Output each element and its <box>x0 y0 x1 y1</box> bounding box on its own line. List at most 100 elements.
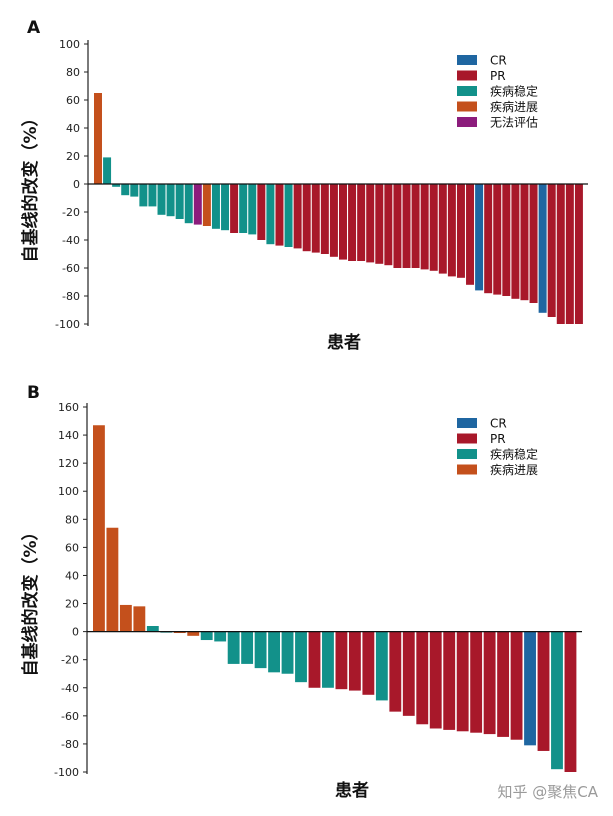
y-tick-label: -60 <box>62 262 80 275</box>
watermark: 知乎 @聚焦CA <box>497 783 598 801</box>
bar-sd <box>103 157 112 184</box>
bar-cr <box>538 184 547 313</box>
bar-sd <box>227 631 240 664</box>
bar-sd <box>146 626 159 632</box>
bar-pr <box>483 631 496 735</box>
legend-swatch <box>457 101 477 112</box>
y-tick-label: -40 <box>61 682 79 695</box>
panel-b: B 160140120100806040200-20-40-60-80-100 … <box>20 383 582 801</box>
bar-pr <box>466 184 475 285</box>
y-tick-label: 60 <box>66 94 80 107</box>
bar-pr <box>375 184 384 264</box>
bar-pr <box>230 184 239 233</box>
panel-label: B <box>27 383 40 403</box>
bar-sd <box>184 184 193 224</box>
bar-pr <box>497 631 510 737</box>
y-tick-label: 40 <box>66 122 80 135</box>
bar-pr <box>537 631 550 751</box>
bar-pr <box>389 631 402 712</box>
bar-sd <box>551 631 563 770</box>
bar-pr <box>393 184 402 268</box>
bar-pr <box>335 631 348 690</box>
bar-pr <box>339 184 347 260</box>
bar-pr <box>366 184 375 263</box>
bar-pd <box>94 93 102 184</box>
bar-pd <box>93 425 105 632</box>
y-tick-label: 20 <box>66 150 80 163</box>
bar-pr <box>429 631 442 729</box>
legend-swatch <box>457 449 477 459</box>
bar-pr <box>357 184 366 261</box>
y-tick-label: -40 <box>62 234 80 247</box>
y-tick-label: 80 <box>65 513 79 526</box>
bar-pr <box>302 184 311 252</box>
y-tick-label: 140 <box>58 429 79 442</box>
bar-pr <box>565 184 574 324</box>
y-tick-label: -20 <box>62 206 80 219</box>
bar-sd <box>157 184 166 215</box>
legend-label: 无法评估 <box>490 116 538 130</box>
bar-pr <box>574 184 583 324</box>
bar-sd <box>221 184 230 231</box>
legend-label: 疾病稳定 <box>490 84 538 99</box>
bar-sd <box>121 184 130 196</box>
bar-pd <box>106 527 119 632</box>
bar-pr <box>470 631 483 733</box>
bar-pr <box>429 184 438 271</box>
bar-pr <box>484 184 493 294</box>
bar-pr <box>308 631 321 688</box>
bar-sd <box>214 631 227 642</box>
panel-a: A 100 80 60 40 20 0 -20 -40 -60 -80 -100 CRPR疾病稳定疾… <box>20 18 588 353</box>
legend-label: 疾病进展 <box>490 99 538 114</box>
bar-pr <box>329 184 338 257</box>
bar-pr <box>348 631 361 691</box>
legend-swatch <box>457 464 477 475</box>
bar-pr <box>402 184 411 268</box>
bar-cr <box>475 184 484 291</box>
bar-pr <box>493 184 502 295</box>
y-axis: 160 140 120 100 80 60 40 20 0 -20 -40 -60 -80 -100 <box>54 401 88 779</box>
y-tick-label: 100 <box>58 485 79 498</box>
y-axis-label: 自基线的改变（%） <box>20 523 41 676</box>
bar-pr <box>443 631 456 730</box>
bar-pr <box>456 631 469 732</box>
y-tick-label: 20 <box>65 598 79 611</box>
bar-sd <box>166 184 175 217</box>
legend-label: CR <box>490 54 507 68</box>
legend-swatch <box>457 433 477 444</box>
legend-label: 疾病进展 <box>490 462 538 477</box>
bar-pr <box>275 184 284 246</box>
bar-pr <box>257 184 266 240</box>
y-tick-label: -80 <box>61 738 79 751</box>
bar-pr <box>411 184 420 268</box>
legend-swatch <box>457 86 477 96</box>
bar-pr <box>293 184 302 249</box>
y-axis: 100 80 60 40 20 0 -20 -40 -60 -80 -100 <box>55 38 89 331</box>
y-tick-label: -60 <box>61 710 79 723</box>
legend-swatch <box>457 418 477 428</box>
bar-sd <box>248 184 257 235</box>
y-axis-label: 自基线的改变（%） <box>20 109 41 262</box>
x-axis-label: 患者 <box>335 780 369 801</box>
bar-pr <box>438 184 447 274</box>
bar-cr <box>524 631 536 746</box>
bar-pd <box>133 606 146 632</box>
bar-sd <box>239 184 248 233</box>
bar-pr <box>320 184 329 254</box>
bar-pr <box>529 184 538 303</box>
panel-label: A <box>27 18 41 38</box>
bar-sd <box>375 631 388 701</box>
bar-sd <box>112 184 121 187</box>
bar-sd <box>241 631 254 664</box>
y-tick-label: -100 <box>54 766 79 779</box>
y-tick-label: 160 <box>58 401 79 414</box>
bar-sd <box>139 184 148 207</box>
bar-pr <box>456 184 465 278</box>
y-tick-label: 0 <box>73 178 80 191</box>
bar-series <box>88 93 588 324</box>
bar-pr <box>348 184 357 261</box>
legend-swatch <box>457 117 477 127</box>
bar-pr <box>547 184 556 317</box>
